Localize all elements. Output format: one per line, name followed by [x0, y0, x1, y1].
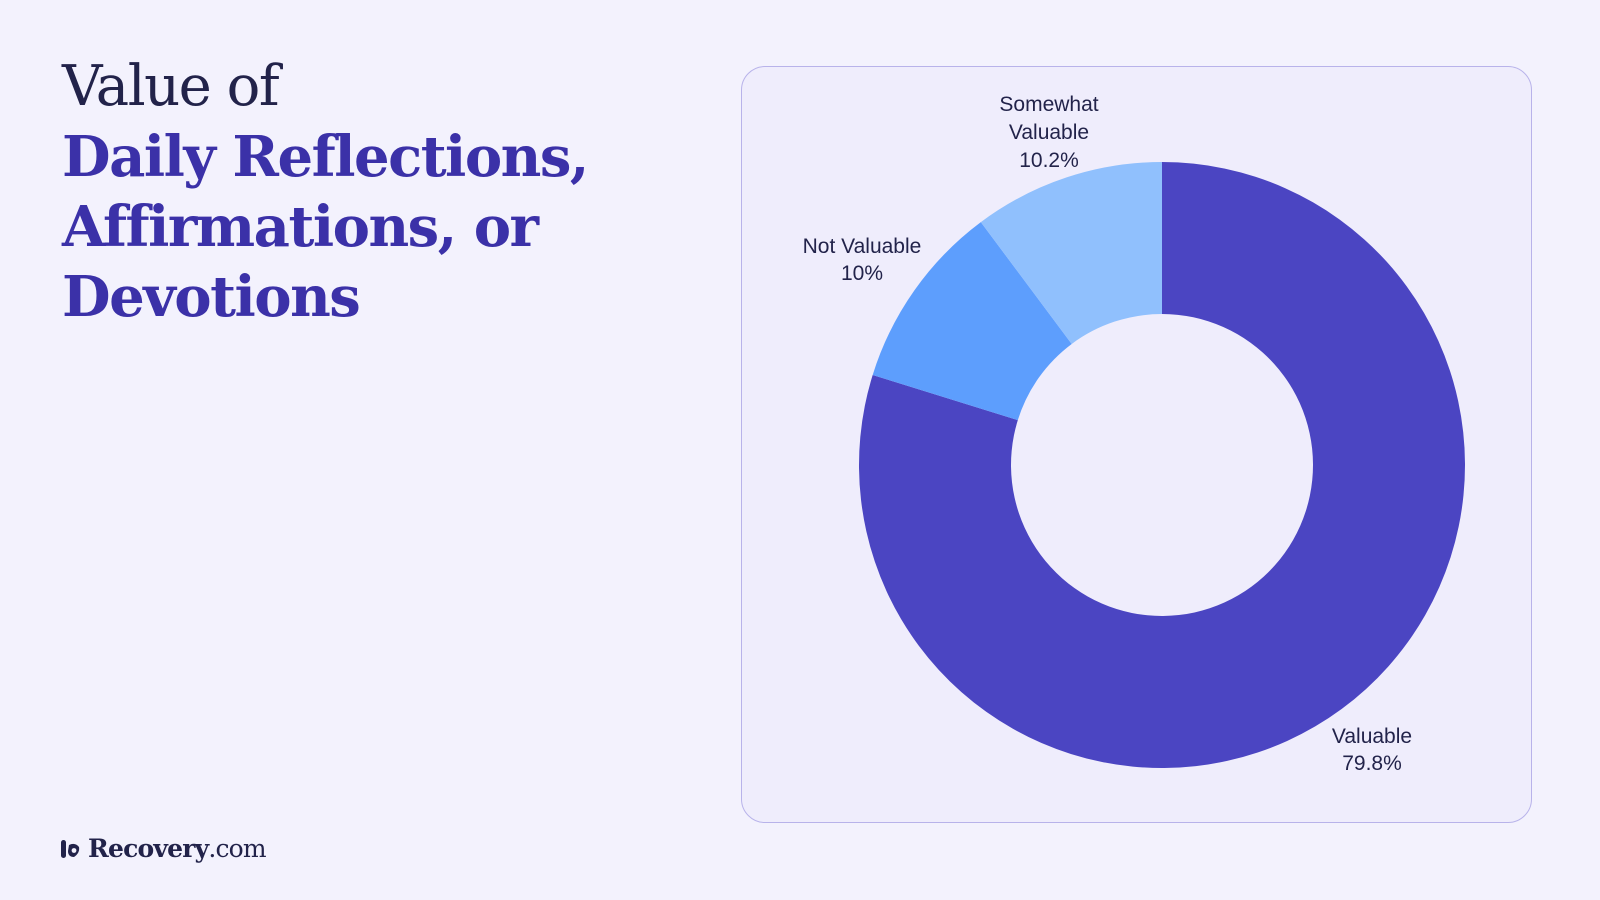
- donut-slice-somewhat-valuable: [980, 162, 1162, 344]
- slice-label-valuable: Valuable 79.8%: [1332, 725, 1412, 775]
- slice-category-label: Valuable: [1332, 725, 1412, 748]
- slice-value-label: 10%: [841, 262, 883, 285]
- donut-slice-not-valuable: [872, 222, 1072, 421]
- slice-category-label: Somewhat: [999, 93, 1098, 116]
- brand-name-suffix: .com: [208, 834, 266, 863]
- donut-chart: Valuable 79.8% Not Valuable 10% Somewhat Valu…: [803, 93, 1465, 775]
- slice-label-not-valuable: Not Valuable 10%: [803, 235, 922, 285]
- brand-name: Recovery.com: [88, 834, 267, 863]
- slice-category-label: Not Valuable: [803, 235, 922, 258]
- slice-value-label: 10.2%: [1019, 149, 1079, 172]
- title-line-1: Value of: [62, 54, 280, 119]
- donut-slice-valuable: [859, 162, 1465, 769]
- slice-value-label: 79.8%: [1342, 752, 1402, 775]
- slice-category-label: Valuable: [1009, 121, 1089, 144]
- chart-title: Value of Daily Reflections, Affirmations…: [62, 52, 682, 332]
- title-line-4: Devotions: [62, 264, 361, 330]
- title-line-2: Daily Reflections,: [62, 124, 589, 190]
- chart-card: Valuable 79.8% Not Valuable 10% Somewhat Valu…: [741, 66, 1532, 823]
- slice-label-somewhat-valuable: Somewhat Valuable 10.2%: [999, 93, 1098, 172]
- brand-name-main: Recovery: [88, 834, 209, 863]
- recovery-logo-icon: [61, 839, 80, 858]
- brand-logo: Recovery.com: [60, 834, 267, 863]
- title-line-3: Affirmations, or: [62, 194, 539, 260]
